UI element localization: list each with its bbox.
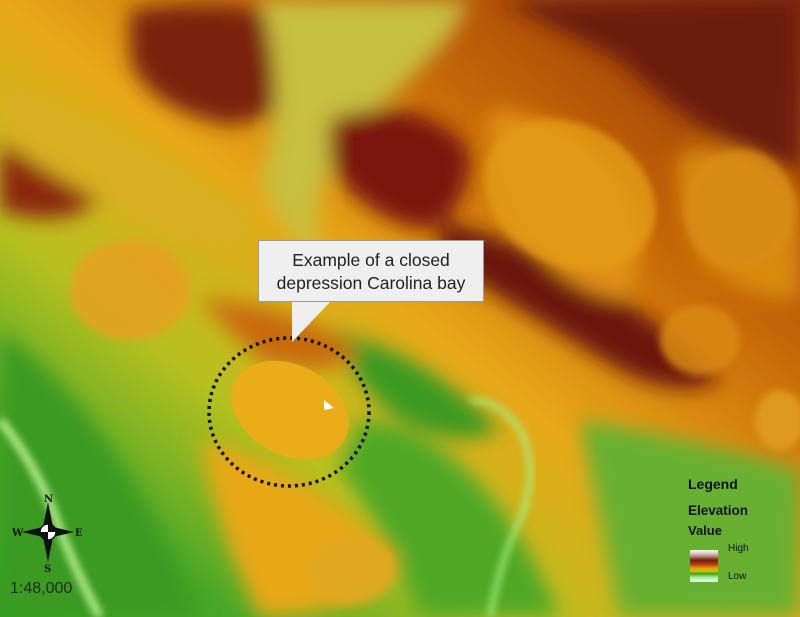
legend-high-label: High [728, 543, 749, 554]
north-arrow-compass-rose-icon: N S W E [11, 492, 84, 575]
legend-field: Value [688, 523, 722, 538]
compass-s: S [44, 564, 51, 572]
compass-w: W [12, 528, 24, 539]
highlight-circle [207, 336, 371, 488]
scale-text: 1:48,000 [10, 580, 73, 597]
callout-line-1: Example of a closed [292, 250, 450, 270]
cursor-icon [324, 400, 334, 410]
compass-n: N [44, 494, 53, 505]
callout-pointer [292, 300, 332, 342]
carolina-bay [231, 360, 349, 460]
legend-title: Legend [688, 476, 738, 492]
legend: Legend Elevation Value High Low [688, 476, 749, 582]
compass-e: E [75, 528, 83, 539]
callout-line-2: depression Carolina bay [276, 273, 466, 293]
legend-color-ramp [690, 550, 718, 582]
callout-annotation: Example of a closed depression Carolina … [258, 240, 484, 302]
legend-layer: Elevation [688, 503, 749, 518]
legend-low-label: Low [728, 571, 747, 582]
